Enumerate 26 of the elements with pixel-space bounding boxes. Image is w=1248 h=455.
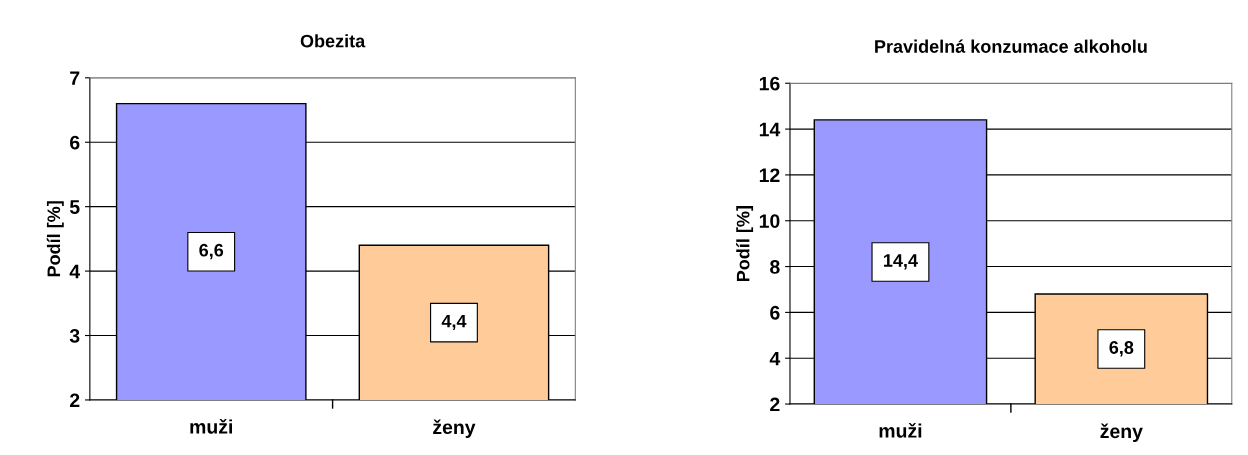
data-label: 14,4 xyxy=(884,254,918,270)
y-tick-label: 5 xyxy=(69,200,80,214)
y-tick-label: 10 xyxy=(759,214,780,228)
y-tick-label: 8 xyxy=(770,260,780,274)
y-tick-label: 2 xyxy=(770,397,780,412)
y-axis-title: Podíl [%] xyxy=(736,206,754,282)
y-tick-label: 3 xyxy=(69,328,80,343)
y-tick-label: 7 xyxy=(70,71,80,85)
x-tick-label: muži xyxy=(879,423,922,438)
y-tick-label: 14 xyxy=(759,122,781,137)
y-tick-label: 2 xyxy=(70,393,80,407)
chart-title: Pravidelná konzumace alkoholu xyxy=(875,39,1147,53)
y-axis-title: Podíl [%] xyxy=(46,201,64,277)
y-tick-label: 16 xyxy=(759,76,780,91)
y-tick-label: 4 xyxy=(69,264,81,279)
y-tick-label: 12 xyxy=(759,168,780,182)
data-label: 6,8 xyxy=(1109,341,1134,357)
x-tick-label: ženy xyxy=(1100,423,1143,443)
y-tick-label: 4 xyxy=(769,351,781,366)
x-tick-label: ženy xyxy=(433,419,476,438)
x-tick-label: muži xyxy=(190,418,232,434)
y-tick-label: 6 xyxy=(770,305,780,320)
chart-title: Obezita xyxy=(300,34,366,48)
data-label: 4,4 xyxy=(441,314,467,331)
data-label: 6,6 xyxy=(199,243,224,260)
y-tick-label: 6 xyxy=(70,135,80,150)
